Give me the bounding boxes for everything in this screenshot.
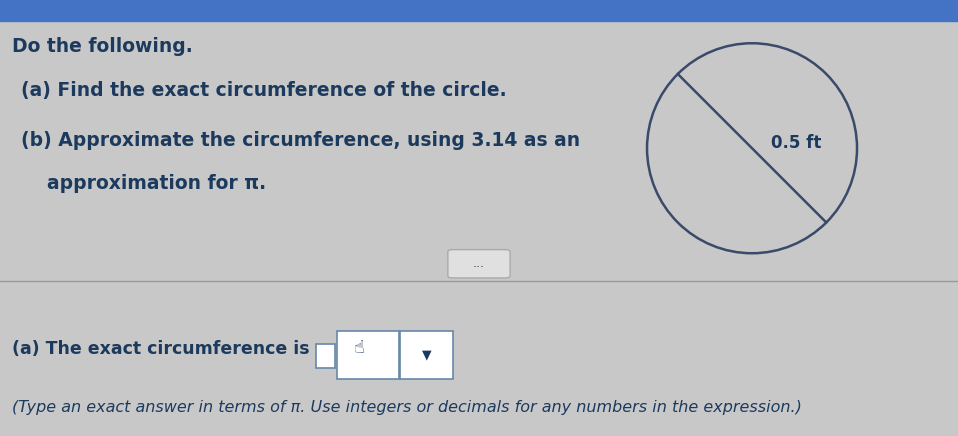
FancyBboxPatch shape bbox=[316, 344, 335, 368]
FancyBboxPatch shape bbox=[400, 331, 453, 379]
Text: ☝: ☝ bbox=[354, 339, 364, 357]
Text: ▼: ▼ bbox=[422, 349, 432, 362]
Text: ...: ... bbox=[473, 257, 485, 270]
FancyBboxPatch shape bbox=[447, 249, 510, 278]
Text: (Type an exact answer in terms of π. Use integers or decimals for any numbers in: (Type an exact answer in terms of π. Use… bbox=[12, 400, 803, 415]
Text: (b) Approximate the circumference, using 3.14 as an: (b) Approximate the circumference, using… bbox=[21, 131, 581, 150]
Text: (a) Find the exact circumference of the circle.: (a) Find the exact circumference of the … bbox=[21, 81, 507, 100]
Text: (a) The exact circumference is: (a) The exact circumference is bbox=[12, 340, 310, 358]
Text: 0.5 ft: 0.5 ft bbox=[771, 134, 821, 152]
Text: approximation for π.: approximation for π. bbox=[21, 174, 266, 194]
FancyBboxPatch shape bbox=[0, 0, 958, 21]
FancyBboxPatch shape bbox=[337, 331, 399, 379]
Text: Do the following.: Do the following. bbox=[12, 37, 194, 56]
